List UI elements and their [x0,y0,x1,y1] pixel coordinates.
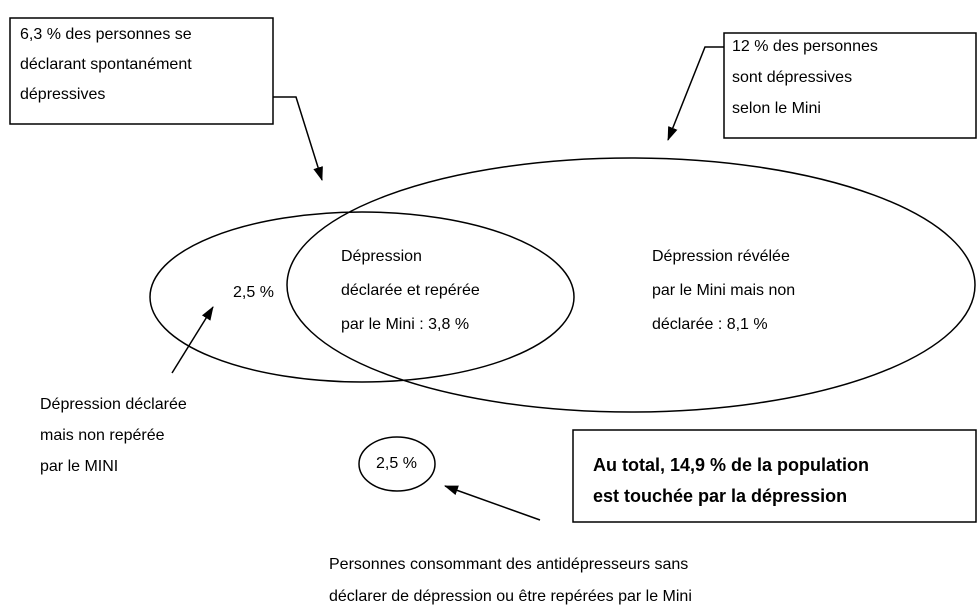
text-line: selon le Mini [732,100,821,117]
region-label: 2,5 % [376,455,417,472]
declared-ellipse [149,211,575,383]
text-line: déclarée et repérée [341,282,480,299]
arrow [273,96,323,181]
top-left-box [9,17,274,125]
text-line: déclarer de dépression ou être repérées … [329,588,692,605]
text-line: Dépression [341,248,422,265]
text-line: déclarant spontanément [20,56,192,73]
region-label: 2,5 % [233,284,274,301]
text-line: est touchée par la dépression [593,486,847,506]
text-line: déclarée : 8,1 % [652,316,768,333]
text-line: Dépression déclarée [40,396,187,413]
text-line: Au total, 14,9 % de la population [593,455,869,475]
antidepressant-ellipse [358,436,436,492]
text-line: par le MINI [40,458,118,475]
text-line: mais non repérée [40,427,165,444]
text-line: 12 % des personnes [732,38,878,55]
text-line: par le Mini : 3,8 % [341,316,469,333]
text-line: par le Mini mais non [652,282,795,299]
total-box [572,429,977,523]
text-line: 6,3 % des personnes se [20,26,192,43]
top-right-box [723,32,977,139]
arrow [444,485,541,521]
arrow [667,46,724,141]
text-line: Dépression révélée [652,248,790,265]
arrow [171,306,214,374]
text-lines: 6,3 % des personnes se déclarant spontané… [20,26,878,605]
mini-ellipse [286,157,976,413]
text-line: sont dépressives [732,69,852,86]
text-line: Personnes consommant des antidépresseurs… [329,556,688,573]
text-line: dépressives [20,86,105,103]
